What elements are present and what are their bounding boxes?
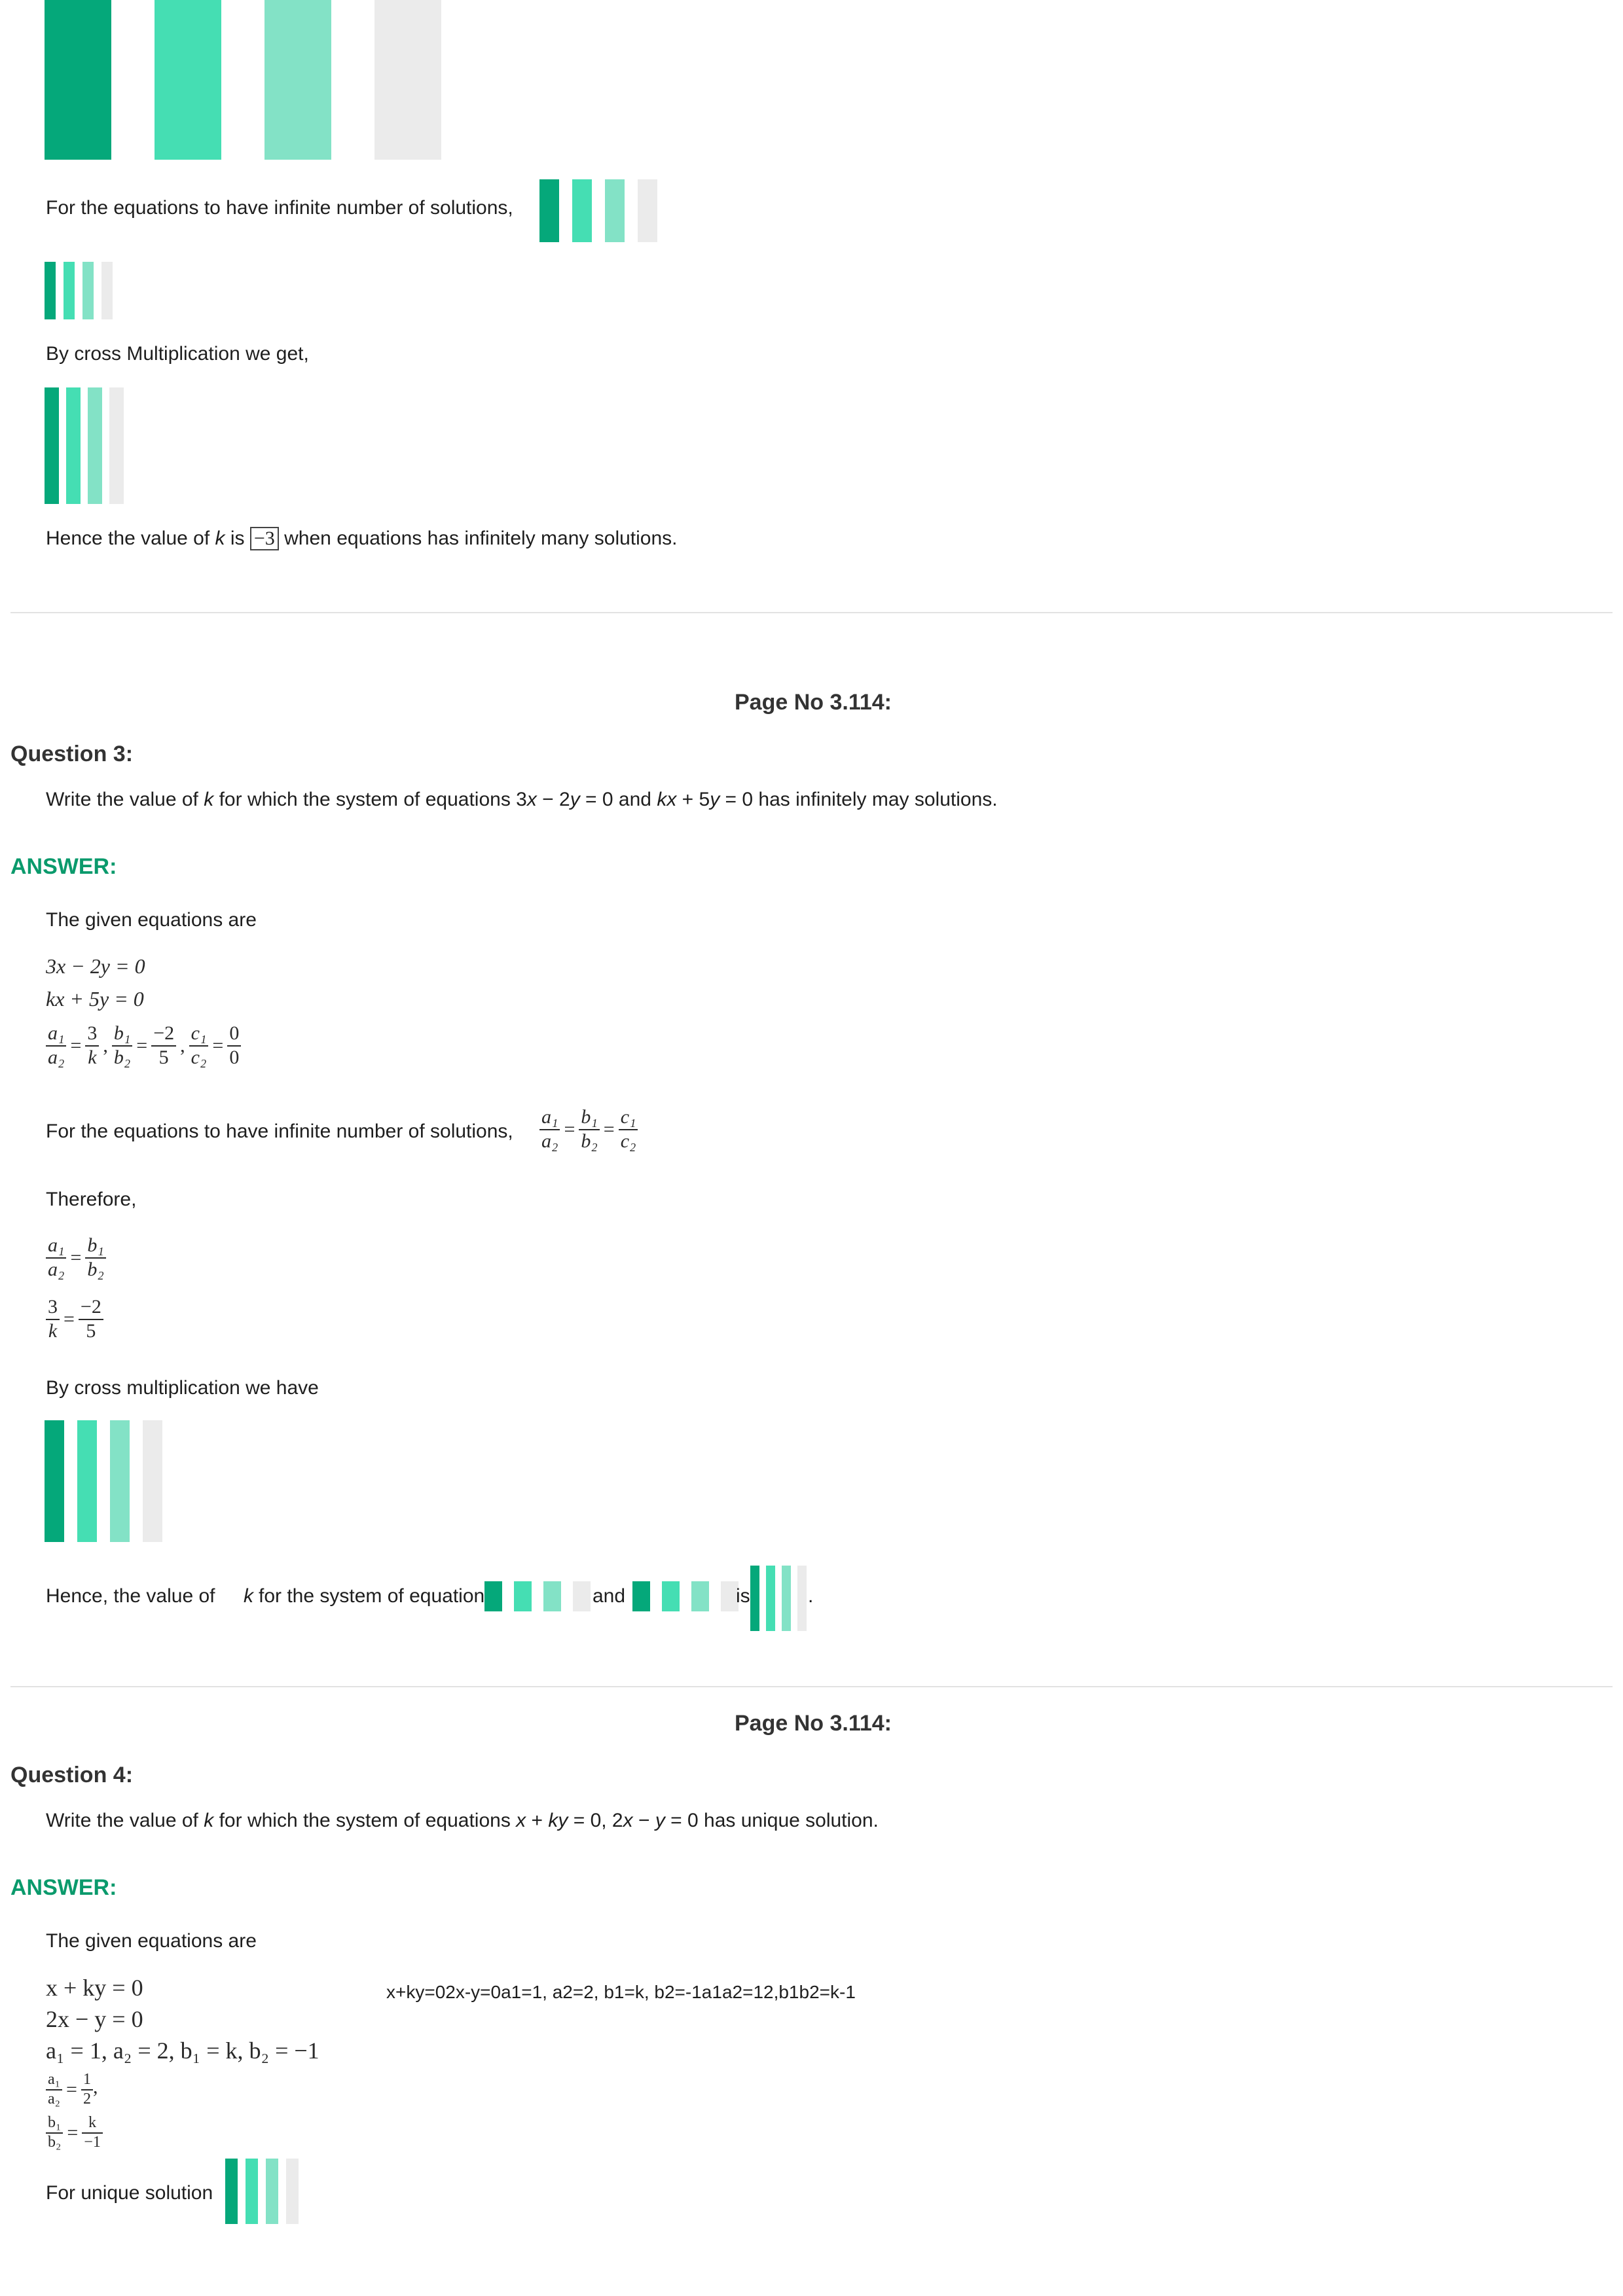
hence-var-3: k — [244, 1585, 253, 1607]
hence-var: k — [215, 528, 225, 549]
q3-minus: − 2 — [536, 789, 570, 810]
formula-placeholder-small-1 — [45, 262, 113, 319]
q4-x: x — [516, 1810, 526, 1831]
q3-condition-fractions: a₁ a₂ = b₁ b₂ = c₁ c₂ — [539, 1106, 638, 1153]
q4-var: k — [204, 1810, 214, 1831]
question-3-text: Write the value of k for which the syste… — [46, 788, 998, 812]
formula-placeholder-eq-a — [484, 1581, 591, 1611]
given-equations-text-4: The given equations are — [46, 1930, 257, 1952]
q3-var: k — [204, 789, 214, 810]
answer-label-3: ANSWER: — [10, 854, 117, 879]
q4-end: = 0 has unique solution. — [665, 1810, 879, 1831]
q3-y2: y — [710, 789, 720, 810]
q4-x2: x — [623, 1810, 633, 1831]
hence-is-3: is — [736, 1585, 750, 1607]
q3-plus: + 5 — [676, 789, 710, 810]
q4-frac-b: b₁ b₂ = k −1 — [46, 2114, 103, 2151]
hence-is: is — [230, 528, 245, 549]
hence-prefix: Hence the value of — [46, 528, 210, 549]
infinite-solutions-text-3: For the equations to have infinite numbe… — [46, 1121, 513, 1142]
hence-boxed-value: −3 — [249, 527, 279, 550]
hence-mid-3: for the system of equation — [259, 1585, 485, 1607]
formula-placeholder-cross-1 — [45, 387, 124, 504]
q4-eq: = 0, 2 — [568, 1810, 623, 1831]
cross-multiplication-text-3: By cross multiplication we have — [46, 1377, 319, 1399]
unique-solution-text: For unique solution — [46, 2182, 213, 2204]
hence-value-text-3: Hence, the value of — [46, 1585, 215, 1607]
divider-2 — [10, 1686, 1613, 1687]
infinite-solutions-text-1: For the equations to have infinite numbe… — [46, 197, 513, 219]
q3-therefore-frac-1: a₁ a₂ = b₁ b₂ — [46, 1234, 106, 1281]
divider-1 — [10, 612, 1613, 613]
q3-mid: for which the system of equations 3 — [219, 789, 527, 810]
q4-minus: − — [632, 1810, 655, 1831]
cross-multiplication-text-1: By cross Multiplication we get, — [46, 343, 309, 365]
hence-value-text-1: Hence the value of k is −3 when equation… — [46, 527, 678, 550]
q4-frac-a: a₁ a₂ = 1 2, — [46, 2071, 98, 2108]
answer-label-4: ANSWER: — [10, 1875, 117, 1900]
q3-y: y — [570, 789, 580, 810]
q3-eq2: kx + 5y = 0 — [46, 987, 144, 1011]
q4-y: y — [655, 1810, 665, 1831]
q4-plus: + — [526, 1810, 549, 1831]
formula-placeholder-inline-1 — [539, 179, 657, 242]
formula-placeholder-cross-3 — [45, 1420, 162, 1542]
formula-placeholder-eq-b — [632, 1581, 739, 1611]
page-label-1: Page No 3.114: — [735, 690, 892, 715]
question-4-title: Question 4: — [10, 1763, 134, 1787]
q4-prefix: Write the value of — [46, 1810, 198, 1831]
q4-eq3: a₁ = 1, a₂ = 2, b₁ = k, b₂ = −1 — [46, 2037, 319, 2064]
given-equations-text-3: The given equations are — [46, 909, 257, 931]
q3-and: = 0 and — [579, 789, 651, 810]
hence-suffix: when equations has infinitely many solut… — [284, 528, 678, 549]
q3-x: x — [526, 789, 537, 810]
q4-eq2: 2x − y = 0 — [46, 2006, 143, 2032]
formula-placeholder-unique — [225, 2159, 300, 2224]
question-4-text: Write the value of k for which the syste… — [46, 1809, 879, 1833]
q4-mid: for which the system of equations — [219, 1810, 511, 1831]
q4-ky: ky — [548, 1810, 568, 1831]
q3-ratio-equation: a₁ a₂ = 3 k, b₁ b₂ = −2 5, c₁ c₂ = 0 0 — [46, 1022, 242, 1069]
q4-eq1: x + ky = 0 — [46, 1975, 143, 2001]
page-label-2: Page No 3.114: — [735, 1711, 892, 1736]
formula-placeholder-value — [750, 1566, 807, 1631]
hence-and-3: and — [593, 1585, 626, 1607]
q4-alt-text: x+ky=02x-y=0a1=1, a2=2, b1=k, b2=-1a1a2=… — [386, 1982, 856, 2002]
q3-kx: kx — [657, 789, 677, 810]
q3-prefix: Write the value of — [46, 789, 198, 810]
q3-end: = 0 has infinitely may solutions. — [720, 789, 998, 810]
q3-therefore-frac-2: 3 k = −2 5 — [46, 1296, 103, 1342]
hence-end-3: . — [808, 1585, 814, 1607]
therefore-text-3: Therefore, — [46, 1189, 137, 1210]
question-3-title: Question 3: — [10, 742, 134, 766]
formula-placeholder-top — [45, 0, 443, 160]
q3-eq1: 3x − 2y = 0 — [46, 954, 145, 978]
